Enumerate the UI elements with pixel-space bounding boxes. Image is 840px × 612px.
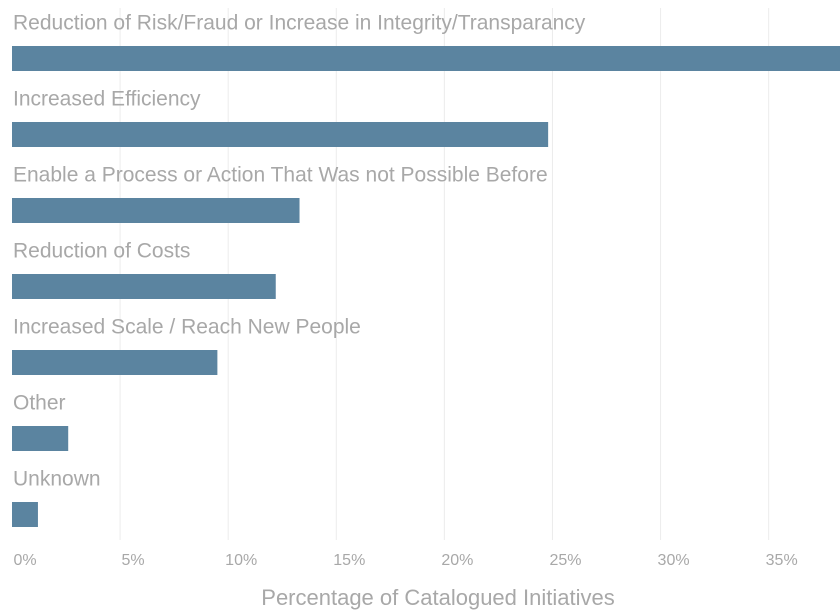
category-label: Reduction of Risk/Fraud or Increase in I… xyxy=(13,12,586,35)
x-tick-label: 15% xyxy=(333,552,365,569)
x-tick-label: 5% xyxy=(122,552,145,569)
bar xyxy=(12,46,840,71)
category-label: Other xyxy=(13,392,66,415)
x-axis-label: Percentage of Catalogued Initiatives xyxy=(261,585,614,610)
category-label: Increased Scale / Reach New People xyxy=(13,316,361,339)
x-tick-label: 25% xyxy=(549,552,581,569)
category-label: Enable a Process or Action That Was not … xyxy=(13,164,548,187)
x-tick-label: 20% xyxy=(441,552,473,569)
bar xyxy=(12,350,218,375)
category-label: Increased Efficiency xyxy=(13,88,201,111)
x-tick-label: 10% xyxy=(225,552,257,569)
x-tick-label: 35% xyxy=(766,552,798,569)
category-label: Unknown xyxy=(13,468,101,491)
bar xyxy=(12,122,549,147)
x-tick-label: 0% xyxy=(13,552,36,569)
bar xyxy=(12,274,276,299)
category-label: Reduction of Costs xyxy=(13,240,190,263)
x-tick-label: 30% xyxy=(658,552,690,569)
bar xyxy=(12,198,300,223)
bar xyxy=(12,502,38,527)
bar xyxy=(12,426,69,451)
